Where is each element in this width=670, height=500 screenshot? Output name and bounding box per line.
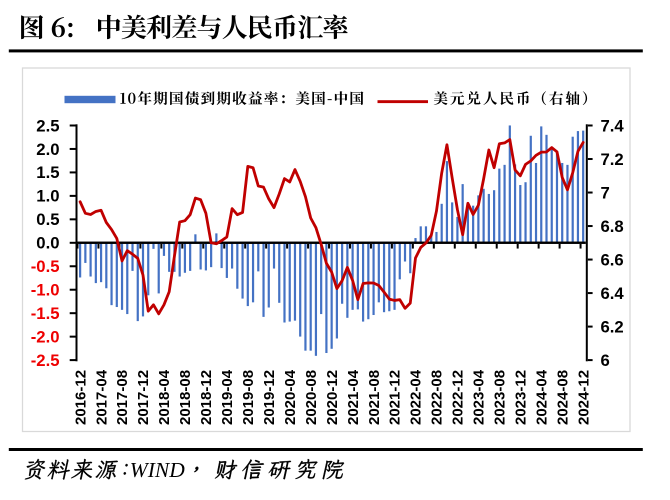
svg-text:1.0: 1.0 — [36, 187, 59, 206]
svg-text:2018-04: 2018-04 — [156, 369, 173, 425]
svg-text:2017-04: 2017-04 — [93, 369, 110, 425]
svg-text:2023-12: 2023-12 — [513, 370, 530, 425]
svg-text:7.4: 7.4 — [601, 116, 625, 135]
svg-text:2019-12: 2019-12 — [261, 370, 278, 425]
svg-text:2024-08: 2024-08 — [554, 370, 571, 425]
svg-text:-1.0: -1.0 — [31, 281, 60, 300]
svg-text:-2.5: -2.5 — [31, 351, 60, 370]
svg-text:2017-08: 2017-08 — [114, 370, 131, 425]
svg-text:2021-12: 2021-12 — [387, 370, 404, 425]
svg-text:2.0: 2.0 — [36, 140, 59, 159]
svg-text:WIND: WIND — [130, 458, 185, 482]
svg-text:7.2: 7.2 — [601, 150, 624, 169]
svg-text:2024-12: 2024-12 — [575, 370, 592, 425]
svg-text:2020-08: 2020-08 — [303, 370, 320, 425]
svg-text:2022-08: 2022-08 — [429, 370, 446, 425]
svg-text:6.4: 6.4 — [601, 284, 625, 303]
svg-text:2019-08: 2019-08 — [240, 370, 257, 425]
svg-text:2022-04: 2022-04 — [408, 369, 425, 425]
svg-text:2018-08: 2018-08 — [177, 370, 194, 425]
svg-text:2017-12: 2017-12 — [135, 370, 152, 425]
svg-text:0.0: 0.0 — [36, 234, 59, 253]
svg-text:6.8: 6.8 — [601, 217, 624, 236]
svg-text:2020-04: 2020-04 — [282, 369, 299, 425]
svg-text:2023-04: 2023-04 — [471, 369, 488, 425]
svg-text:-0.5: -0.5 — [31, 257, 60, 276]
svg-text:2022-12: 2022-12 — [450, 370, 467, 425]
svg-text:2019-04: 2019-04 — [219, 369, 236, 425]
svg-text:2018-12: 2018-12 — [198, 370, 215, 425]
svg-text:6.2: 6.2 — [601, 317, 624, 336]
svg-text:2021-08: 2021-08 — [366, 370, 383, 425]
svg-text:2021-04: 2021-04 — [345, 369, 362, 425]
svg-text:7: 7 — [601, 183, 610, 202]
svg-text:2020-12: 2020-12 — [324, 370, 341, 425]
svg-text:-2.0: -2.0 — [31, 327, 60, 346]
svg-text:0.5: 0.5 — [36, 210, 59, 229]
svg-text:2016-12: 2016-12 — [72, 370, 89, 425]
svg-text:2.5: 2.5 — [36, 116, 59, 135]
svg-text:1.5: 1.5 — [36, 163, 59, 182]
svg-text:6: 6 — [601, 351, 610, 370]
svg-text:6.6: 6.6 — [601, 250, 624, 269]
svg-text:2023-08: 2023-08 — [492, 370, 509, 425]
svg-text:-1.5: -1.5 — [31, 304, 60, 323]
svg-text:2024-04: 2024-04 — [533, 369, 550, 425]
